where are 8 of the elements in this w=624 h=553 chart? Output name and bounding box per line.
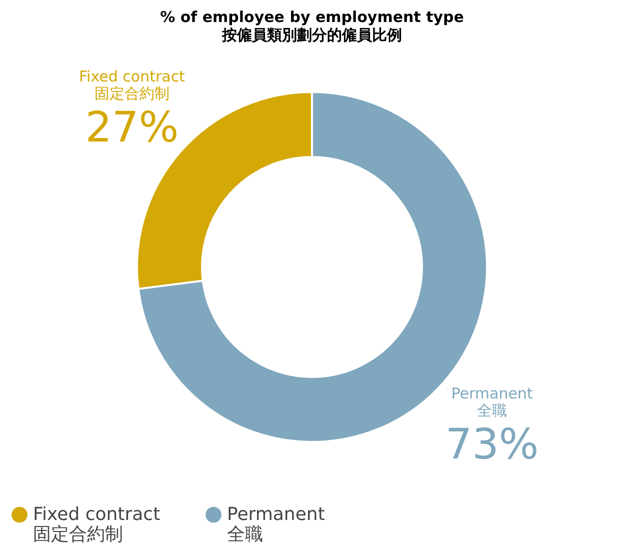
legend-label: Permanent 全職 (227, 504, 325, 545)
data-label: 73% (445, 420, 539, 469)
slice-label: Permanent 全職 (451, 384, 533, 420)
legend-label: Fixed contract 固定合約制 (33, 504, 160, 545)
chart-title: % of employee by employment type (160, 8, 464, 26)
data-label: 27% (85, 102, 179, 152)
slice-label: Fixed contract 固定合約制 (79, 67, 186, 102)
chart-subtitle: 按僱員類別劃分的僱員比例 (221, 26, 402, 44)
